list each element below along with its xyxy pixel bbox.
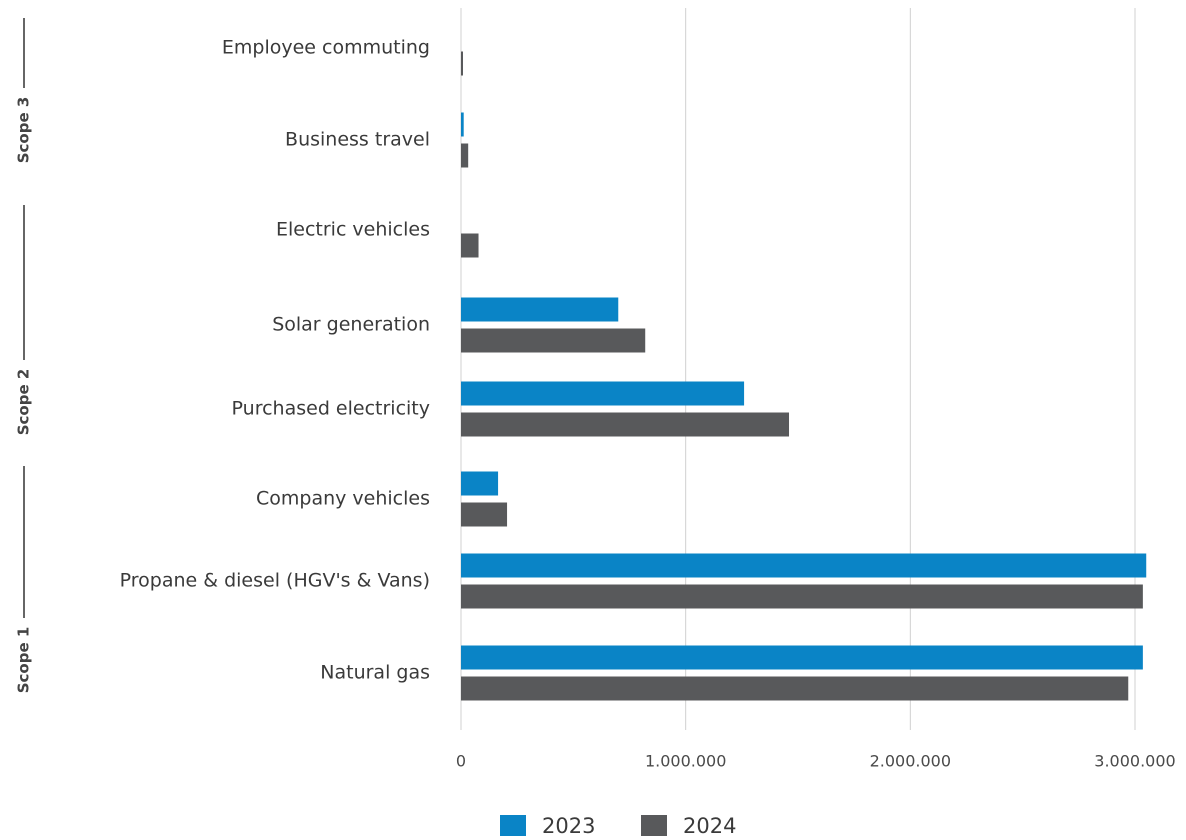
category-label-layer: Employee commuting Business travel Electri… (120, 37, 430, 684)
legend-label-2024: 2024 (683, 814, 736, 836)
legend-swatch-2024 (641, 815, 667, 836)
legend-swatch-2023 (500, 815, 526, 836)
x-tick-label-0: 0 (456, 752, 466, 771)
category-label-purchased-electricity: Purchased electricity (232, 398, 430, 420)
scope-label-scope-3: Scope 3 (15, 97, 33, 164)
scope-label-scope-2: Scope 2 (15, 369, 33, 436)
scope-group-scope-1: Scope 1 (15, 466, 33, 693)
bar-natural-gas-2024 (461, 676, 1129, 701)
bar-company-vehicles-2023 (461, 471, 499, 496)
x-tick-label-1: 1.000.000 (645, 752, 726, 771)
legend-item-2023: 2023 (500, 814, 595, 838)
bar-business-travel-2024 (461, 143, 469, 168)
category-label-business-travel: Business travel (285, 129, 430, 151)
bar-solar-generation-2024 (461, 328, 646, 353)
legend: 2023 2024 (500, 814, 736, 838)
bar-employee-commuting-2024 (461, 51, 463, 76)
legend-label-2023: 2023 (542, 814, 595, 836)
scope-group-scope-2: Scope 2 (15, 205, 33, 435)
bar-company-vehicles-2024 (461, 502, 508, 527)
category-label-propane-diesel-hgv-s-vans: Propane & diesel (HGV's & Vans) (120, 570, 430, 592)
scope-label-scope-1: Scope 1 (15, 627, 33, 694)
bar-purchased-electricity-2023 (461, 381, 745, 406)
bar-purchased-electricity-2024 (461, 412, 790, 437)
category-label-solar-generation: Solar generation (272, 314, 430, 336)
grid-layer (460, 8, 1136, 730)
bar-natural-gas-2023 (461, 645, 1143, 670)
bar-propane-diesel-hgv-s-vans-2024 (461, 584, 1143, 609)
category-label-company-vehicles: Company vehicles (256, 488, 430, 510)
x-tick-label-2: 2.000.000 (870, 752, 951, 771)
bar-solar-generation-2023 (461, 297, 619, 322)
category-label-natural-gas: Natural gas (320, 662, 430, 684)
bar-layer (461, 51, 1147, 701)
tick-label-layer: 0 1.000.000 2.000.000 3.000.000 (456, 752, 1176, 771)
bar-electric-vehicles-2024 (461, 233, 479, 258)
x-tick-label-3: 3.000.000 (1094, 752, 1175, 771)
category-label-electric-vehicles: Electric vehicles (276, 219, 430, 241)
legend-item-2024: 2024 (641, 814, 736, 838)
scope-group-layer: Scope 3 Scope 2 Scope 1 (15, 18, 33, 693)
bar-business-travel-2023 (461, 112, 464, 137)
scope-group-scope-3: Scope 3 (15, 18, 33, 163)
category-label-employee-commuting: Employee commuting (222, 37, 430, 59)
bar-propane-diesel-hgv-s-vans-2023 (461, 553, 1147, 578)
